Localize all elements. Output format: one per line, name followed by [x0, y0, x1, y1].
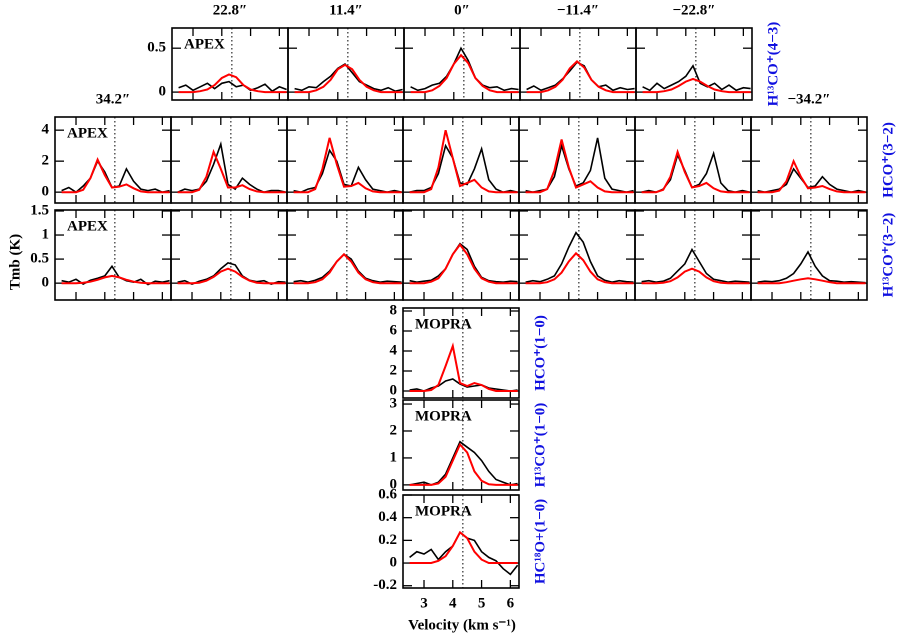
y-tick-label: 1 [42, 226, 50, 242]
model-spectrum [409, 129, 518, 194]
model-spectrum [641, 148, 750, 194]
line-name: HCO⁺(3−2) [880, 122, 896, 198]
panel-frame [402, 399, 520, 491]
line-name: H¹³CO⁺(3−2) [880, 213, 896, 298]
observed-spectrum [642, 64, 751, 92]
observed-spectrum [409, 531, 519, 576]
observed-spectrum [61, 264, 170, 286]
model-spectrum [293, 137, 402, 194]
y-tick-label: 0.4 [378, 509, 397, 525]
y-tick-label: 8 [390, 302, 398, 318]
observed-spectrum [526, 61, 635, 92]
panel-frame [634, 209, 752, 301]
model-spectrum [409, 243, 518, 285]
x-tick-label: 4 [449, 595, 457, 611]
observed-spectrum [177, 140, 286, 194]
model-spectrum [757, 158, 866, 194]
line-name: HCO⁺(1−0) [532, 315, 548, 391]
y-tick-label: 0.5 [30, 251, 49, 267]
model-spectrum [177, 267, 286, 285]
y-tick-label: 1.5 [30, 202, 49, 218]
panel-frame [402, 307, 520, 399]
y-tick-label: 2 [390, 422, 398, 438]
y-tick-label: -0.2 [373, 577, 397, 593]
model-spectrum [409, 342, 518, 392]
offset-label: −22.8″ [672, 2, 715, 18]
offset-label: 22.8″ [213, 2, 248, 18]
model-spectrum [294, 63, 403, 94]
y-tick-label: 0 [390, 476, 398, 492]
y-tick-label: 0 [159, 84, 167, 100]
model-spectrum [525, 251, 634, 285]
offset-label: 11.4″ [329, 2, 363, 18]
model-spectrum [61, 274, 170, 285]
y-tick-label: 4 [42, 122, 50, 138]
y-tick-label: 0.5 [147, 40, 166, 56]
observed-spectrum [757, 250, 866, 284]
y-tick-label: 0 [42, 184, 50, 200]
model-spectrum [177, 148, 286, 194]
y-tick-label: 3 [390, 395, 398, 411]
panel-frame [634, 116, 752, 204]
panel-label: MOPRA [415, 316, 472, 332]
offset-label: 0″ [454, 2, 470, 18]
panel-frame [402, 209, 520, 301]
y-tick-label: 2 [390, 362, 398, 378]
y-tick-label: 0 [390, 554, 398, 570]
model-spectrum [641, 267, 750, 285]
y-tick-label: 0.6 [378, 486, 397, 502]
y-tick-label: 6 [390, 322, 398, 338]
observed-spectrum [294, 62, 403, 93]
panel-label: APEX [67, 218, 108, 234]
offset-label: −11.4″ [557, 2, 599, 18]
model-spectrum [642, 77, 751, 94]
observed-spectrum [525, 231, 634, 284]
model-spectrum [757, 277, 866, 285]
x-axis-label: Velocity (km s⁻¹) [408, 617, 516, 633]
offset-label: −34.2″ [787, 91, 830, 107]
panel-frame [402, 494, 520, 589]
y-axis-label: Tmb (K) [7, 234, 23, 290]
model-spectrum [409, 442, 518, 486]
model-spectrum [410, 53, 519, 94]
panel-frame [519, 27, 637, 101]
y-tick-label: 0.2 [378, 532, 397, 548]
model-spectrum [293, 252, 402, 285]
observed-spectrum [409, 440, 518, 486]
x-tick-label: 5 [478, 595, 486, 611]
panel-label: APEX [184, 36, 225, 52]
observed-spectrum [177, 262, 286, 285]
panel-frame [170, 209, 288, 301]
observed-spectrum [410, 46, 519, 92]
x-tick-label: 6 [507, 595, 515, 611]
y-tick-label: 2 [42, 153, 50, 169]
panel-label: MOPRA [415, 503, 472, 519]
x-tick-label: 3 [420, 595, 428, 611]
y-tick-label: 1 [390, 449, 398, 465]
model-spectrum [61, 157, 170, 194]
line-name: H¹³CO⁺(1−0) [532, 403, 548, 488]
offset-label: 34.2″ [96, 91, 131, 107]
y-tick-label: 4 [390, 342, 398, 358]
observed-spectrum [641, 247, 750, 284]
observed-spectrum [525, 137, 634, 194]
line-name: HC¹⁸O+(1−0) [532, 499, 548, 584]
panel-frame [750, 209, 868, 301]
y-tick-label: 0 [390, 382, 398, 398]
model-spectrum [526, 60, 635, 94]
y-tick-label: 0 [42, 275, 50, 291]
panel-frame [750, 116, 868, 204]
line-name: H¹³CO⁺(4−3) [765, 22, 781, 107]
panel-frame [635, 27, 753, 101]
observed-spectrum [409, 242, 518, 284]
model-spectrum [525, 139, 634, 194]
model-spectrum [409, 530, 518, 564]
panel-label: MOPRA [415, 408, 472, 424]
observed-spectrum [178, 80, 287, 93]
panel-label: APEX [67, 125, 108, 141]
model-spectrum [178, 73, 287, 94]
